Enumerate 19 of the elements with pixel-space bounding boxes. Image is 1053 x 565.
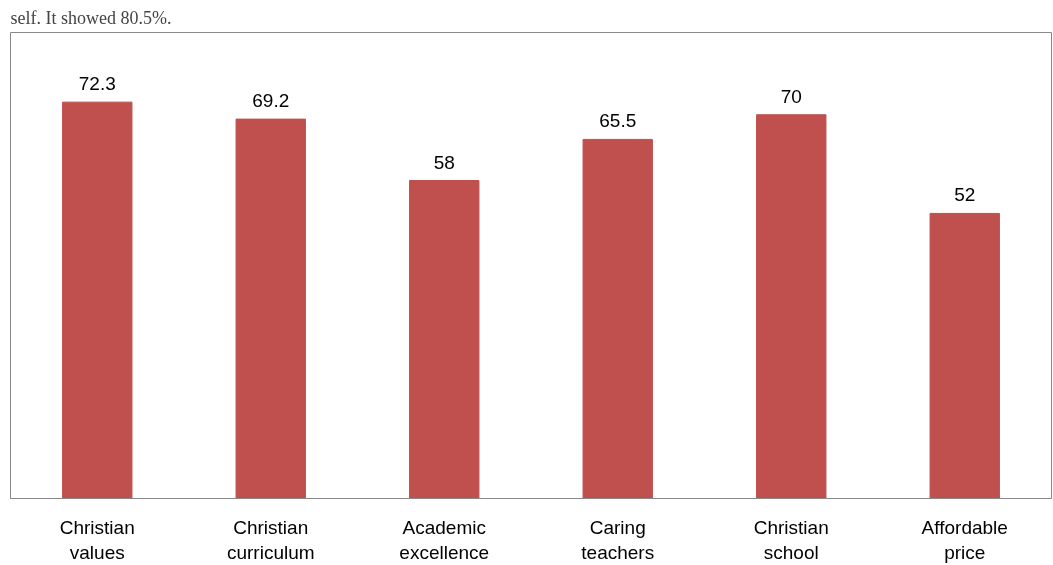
data-label: 52 xyxy=(954,184,976,206)
text: self. It showed 80.5%. xyxy=(10,7,172,28)
data-label: 72.3 xyxy=(78,73,116,95)
x-tick-label: Christian curriculum xyxy=(226,516,315,563)
x-tick-label: Academic excellence xyxy=(399,516,490,563)
data-label: 65.5 xyxy=(599,110,637,132)
bar xyxy=(582,138,653,499)
x-tick-label: Caring teachers xyxy=(581,516,655,563)
bar xyxy=(756,114,827,499)
data-label: 58 xyxy=(433,151,455,173)
bar xyxy=(235,118,306,499)
x-tick-label: Christian values xyxy=(59,516,135,563)
bar xyxy=(62,101,133,499)
x-tick-label: Affordable price xyxy=(921,516,1008,563)
data-label: 69.2 xyxy=(252,90,290,112)
x-tick-label: Christian school xyxy=(753,516,829,563)
bar xyxy=(929,212,1000,499)
bar xyxy=(409,180,480,499)
data-label: 70 xyxy=(780,85,802,107)
